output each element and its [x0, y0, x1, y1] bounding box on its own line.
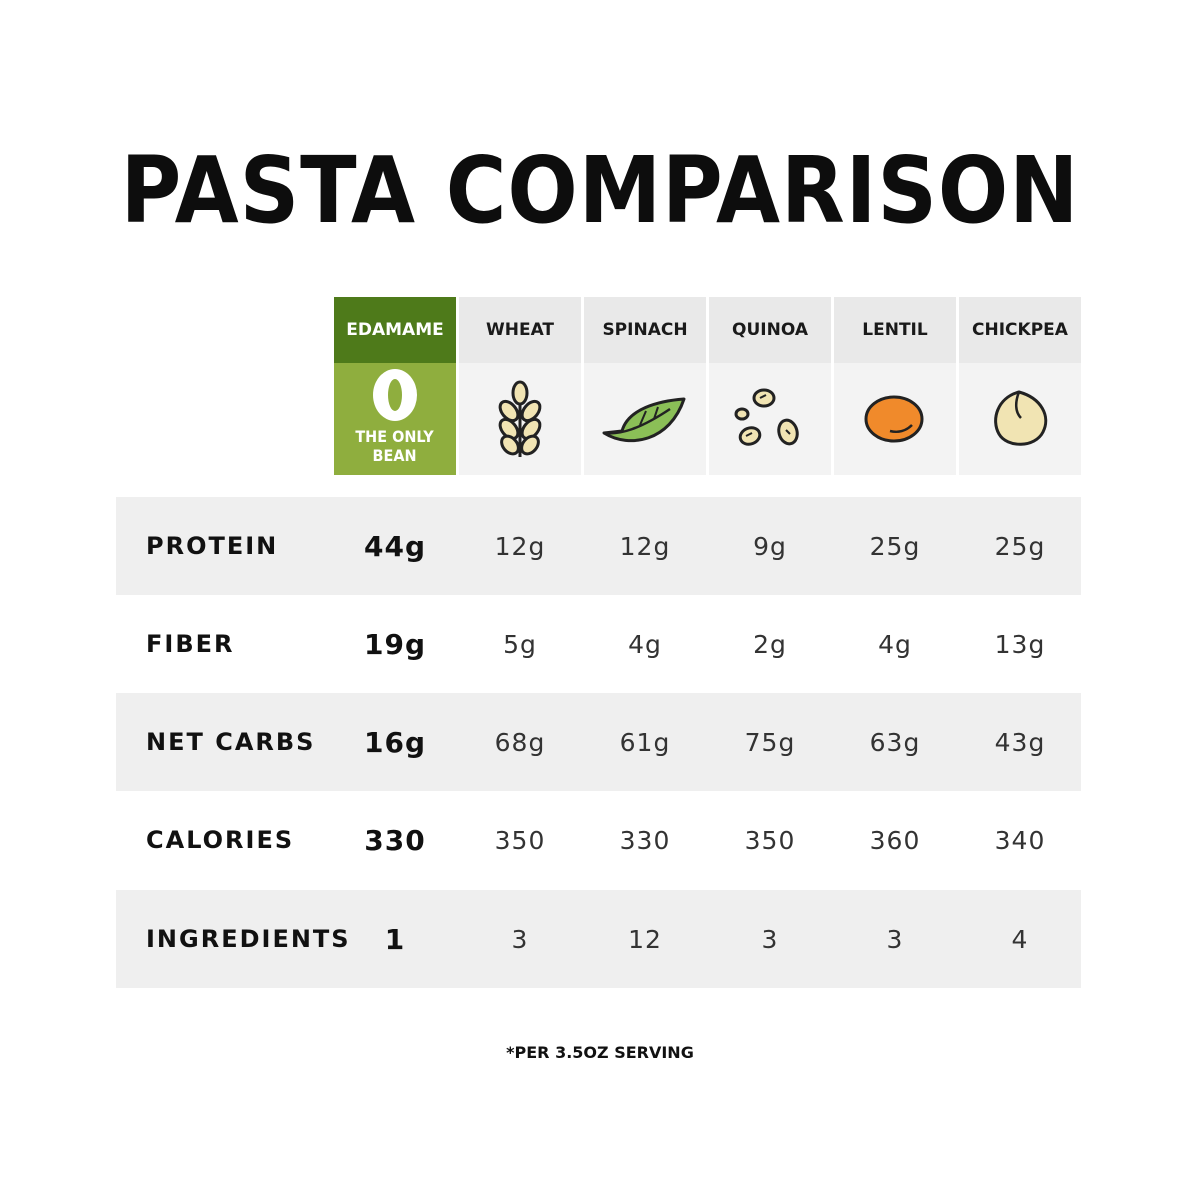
table-cell: 12g: [619, 531, 671, 561]
table-cell: 4g: [878, 629, 912, 659]
table-cell: 4g: [628, 629, 662, 659]
table-cell: 19g: [363, 627, 426, 661]
lentil-icon: [864, 395, 924, 443]
table-row-protein: PROTEIN 44g 12g 12g 9g 25g 25g: [116, 497, 1081, 595]
table-cell: 25g: [869, 531, 921, 561]
table-row-calories: CALORIES 330 350 330 350 360 340: [116, 791, 1081, 889]
table-cell: 44g: [363, 529, 426, 563]
table-cell: 75g: [744, 727, 796, 757]
table-cell: 25g: [994, 531, 1046, 561]
table-cell: 9g: [753, 531, 787, 561]
row-label: CALORIES: [146, 826, 295, 854]
column-header-quinoa: QUINOA: [709, 297, 831, 475]
column-header-spinach: SPINACH: [584, 297, 706, 475]
table-cell: 330: [364, 823, 426, 857]
table-row-ingredients: INGREDIENTS 1 3 12 3 3 4: [116, 890, 1081, 988]
table-cell: 4: [1011, 924, 1029, 954]
table-cell: 12g: [494, 531, 546, 561]
row-label: PROTEIN: [146, 532, 279, 560]
column-name: CHICKPEA: [959, 297, 1081, 363]
row-label: NET CARBS: [146, 728, 316, 756]
spinach-leaf-icon: [602, 397, 686, 443]
table-cell: 12: [628, 924, 662, 954]
table-row-fiber: FIBER 19g 5g 4g 2g 4g 13g: [116, 595, 1081, 693]
table-cell: 350: [744, 825, 796, 855]
column-header-wheat: WHEAT: [459, 297, 581, 475]
bean-icon: [373, 369, 417, 421]
row-label: FIBER: [146, 630, 235, 658]
column-name: SPINACH: [584, 297, 706, 363]
table-cell: 2g: [753, 629, 787, 659]
page-title: PASTA COMPARISON: [120, 137, 1080, 244]
chickpea-icon: [994, 390, 1048, 446]
wheat-icon: [498, 380, 542, 457]
footnote: *PER 3.5OZ SERVING: [506, 1043, 694, 1062]
table-cell: 61g: [619, 727, 671, 757]
column-name: QUINOA: [709, 297, 831, 363]
badge-line-2: BEAN: [372, 446, 418, 465]
table-cell: 16g: [363, 725, 426, 759]
table-cell: 43g: [994, 727, 1046, 757]
table-cell: 340: [994, 825, 1046, 855]
row-label: INGREDIENTS: [146, 925, 351, 953]
table-cell: 68g: [494, 727, 546, 757]
table-cell: 360: [869, 825, 921, 855]
table-cell: 3: [886, 924, 904, 954]
quinoa-seeds-icon: [734, 388, 799, 446]
badge-line-1: THE ONLY: [355, 427, 435, 446]
table-cell: 1: [384, 922, 406, 956]
column-header-edamame: EDAMAME THE ONLY BEAN: [334, 297, 456, 475]
table-cell: 5g: [503, 629, 537, 659]
column-name: LENTIL: [834, 297, 956, 363]
column-name: EDAMAME: [334, 297, 456, 363]
table-cell: 3: [761, 924, 779, 954]
table-row-net-carbs: NET CARBS 16g 68g 61g 75g 63g 43g: [116, 693, 1081, 791]
table-cell: 3: [511, 924, 529, 954]
column-name: WHEAT: [459, 297, 581, 363]
table-cell: 330: [619, 825, 671, 855]
table-cell: 350: [494, 825, 546, 855]
column-header-lentil: LENTIL: [834, 297, 956, 475]
column-header-chickpea: CHICKPEA: [959, 297, 1081, 475]
table-cell: 13g: [994, 629, 1046, 659]
table-cell: 63g: [869, 727, 921, 757]
